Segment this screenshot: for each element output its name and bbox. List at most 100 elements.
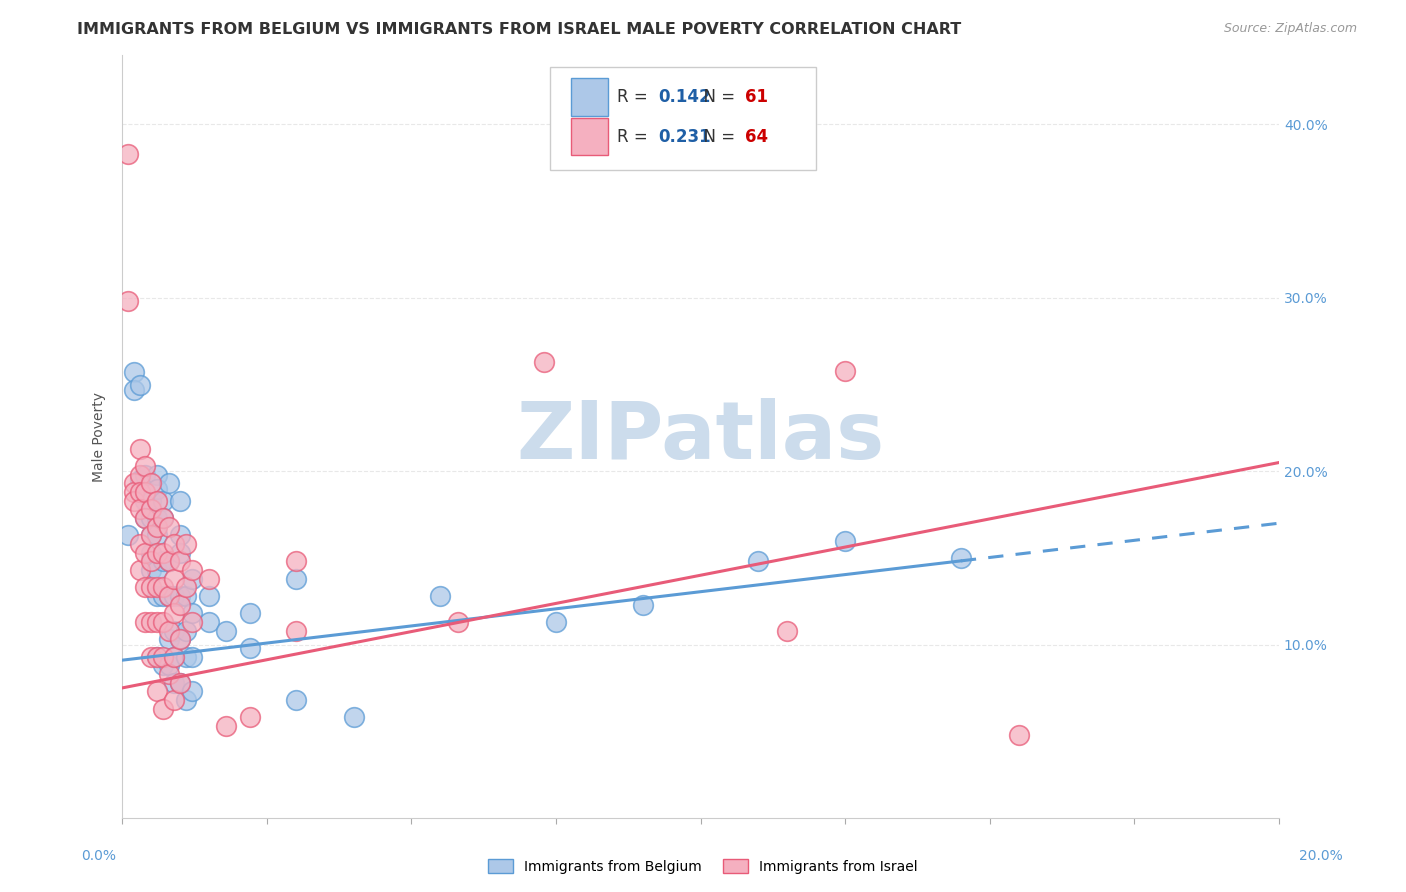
Point: [343, 710, 366, 724]
Point: [169, 589, 191, 603]
Point: [146, 589, 169, 603]
Text: IMMIGRANTS FROM BELGIUM VS IMMIGRANTS FROM ISRAEL MALE POVERTY CORRELATION CHART: IMMIGRANTS FROM BELGIUM VS IMMIGRANTS FR…: [77, 22, 962, 37]
Point: [141, 615, 163, 629]
Point: [141, 528, 163, 542]
Point: [163, 649, 186, 664]
Point: [152, 580, 174, 594]
Point: [141, 493, 163, 508]
Point: [134, 511, 156, 525]
Point: [157, 589, 180, 603]
Point: [152, 615, 174, 629]
FancyBboxPatch shape: [571, 78, 609, 116]
Point: [163, 649, 186, 664]
Point: [180, 563, 202, 577]
Point: [128, 502, 150, 516]
Point: [776, 624, 799, 638]
Point: [163, 693, 186, 707]
Point: [157, 658, 180, 673]
Point: [157, 624, 180, 638]
Point: [157, 554, 180, 568]
Point: [157, 554, 180, 568]
Point: [949, 550, 972, 565]
Point: [152, 546, 174, 560]
Point: [1008, 728, 1031, 742]
Point: [174, 580, 197, 594]
Point: [163, 675, 186, 690]
Text: N =: N =: [693, 128, 740, 145]
Text: 0.142: 0.142: [658, 88, 710, 106]
Point: [146, 580, 169, 594]
Text: 20.0%: 20.0%: [1299, 849, 1343, 863]
Text: 64: 64: [745, 128, 768, 145]
Point: [174, 693, 197, 707]
Point: [152, 554, 174, 568]
Point: [157, 589, 180, 603]
Text: N =: N =: [693, 88, 740, 106]
Point: [180, 572, 202, 586]
Point: [152, 493, 174, 508]
Point: [631, 598, 654, 612]
Point: [128, 377, 150, 392]
Point: [146, 649, 169, 664]
Point: [447, 615, 470, 629]
Point: [238, 640, 260, 655]
Point: [169, 675, 191, 690]
FancyBboxPatch shape: [571, 118, 609, 155]
Point: [117, 294, 139, 309]
Point: [117, 147, 139, 161]
Point: [146, 684, 169, 698]
Point: [834, 364, 856, 378]
Point: [141, 476, 163, 491]
Point: [174, 537, 197, 551]
Point: [141, 511, 163, 525]
Point: [163, 624, 186, 638]
Point: [128, 442, 150, 456]
Point: [533, 355, 555, 369]
Point: [134, 580, 156, 594]
Point: [141, 563, 163, 577]
Point: [141, 580, 163, 594]
Point: [152, 589, 174, 603]
Point: [117, 528, 139, 542]
Point: [141, 546, 163, 560]
FancyBboxPatch shape: [550, 67, 817, 169]
Point: [163, 537, 186, 551]
Y-axis label: Male Poverty: Male Poverty: [93, 392, 107, 482]
Point: [141, 554, 163, 568]
Point: [169, 632, 191, 647]
Point: [174, 589, 197, 603]
Point: [146, 528, 169, 542]
Point: [122, 383, 145, 397]
Point: [152, 511, 174, 525]
Point: [180, 607, 202, 621]
Point: [198, 615, 221, 629]
Point: [169, 546, 191, 560]
Text: 0.231: 0.231: [658, 128, 710, 145]
Text: Source: ZipAtlas.com: Source: ZipAtlas.com: [1223, 22, 1357, 36]
Point: [180, 649, 202, 664]
Point: [747, 554, 769, 568]
Text: R =: R =: [617, 128, 654, 145]
Point: [834, 533, 856, 548]
Text: 61: 61: [745, 88, 768, 106]
Point: [163, 607, 186, 621]
Point: [157, 476, 180, 491]
Point: [157, 667, 180, 681]
Point: [284, 693, 307, 707]
Point: [146, 649, 169, 664]
Point: [134, 493, 156, 508]
Point: [284, 554, 307, 568]
Point: [544, 615, 567, 629]
Point: [429, 589, 451, 603]
Point: [169, 493, 191, 508]
Point: [146, 546, 169, 560]
Point: [174, 649, 197, 664]
Point: [215, 719, 238, 733]
Point: [128, 467, 150, 482]
Point: [128, 537, 150, 551]
Point: [134, 546, 156, 560]
Point: [146, 493, 169, 508]
Point: [122, 493, 145, 508]
Point: [146, 519, 169, 533]
Point: [146, 467, 169, 482]
